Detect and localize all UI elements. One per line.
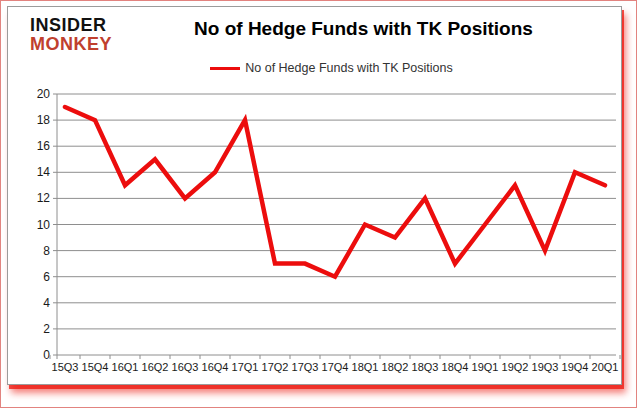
x-tick-label: 18Q1 — [352, 361, 379, 373]
x-tick-label: 16Q1 — [112, 361, 139, 373]
x-tick-label: 18Q3 — [412, 361, 439, 373]
y-tick-label: 2 — [43, 322, 50, 336]
x-tick-label: 19Q2 — [502, 361, 529, 373]
y-tick-label: 14 — [37, 165, 51, 179]
x-tick-label: 19Q4 — [562, 361, 589, 373]
x-tick-label: 20Q1 — [592, 361, 619, 373]
line-chart: 0 2 4 6 8 10 12 14 16 18 20 15Q315Q416Q116Q216Q316Q… — [8, 7, 623, 386]
y-tick-label: 10 — [37, 218, 51, 232]
y-tick-label: 0 — [43, 348, 50, 362]
y-tick-label: 12 — [37, 191, 51, 205]
x-tick-label: 17Q4 — [322, 361, 349, 373]
series-line — [65, 107, 605, 277]
y-tick-label: 6 — [43, 270, 50, 284]
x-tick-label: 17Q2 — [262, 361, 289, 373]
x-tick-label: 19Q1 — [472, 361, 499, 373]
y-tick-label: 16 — [37, 139, 51, 153]
y-tick-label: 18 — [37, 113, 51, 127]
y-tick-label: 4 — [43, 296, 50, 310]
x-tick-label: 16Q2 — [142, 361, 169, 373]
y-tick-label: 20 — [37, 87, 51, 101]
x-tick-label: 19Q3 — [532, 361, 559, 373]
chart-panel: INSIDER MONKEY No of Hedge Funds with TK… — [7, 6, 622, 385]
chart-widget: INSIDER MONKEY No of Hedge Funds with TK… — [0, 0, 637, 408]
x-tick-label: 17Q3 — [292, 361, 319, 373]
x-tick-label: 18Q4 — [442, 361, 469, 373]
x-tick-label: 16Q3 — [172, 361, 199, 373]
x-tick-label: 15Q4 — [82, 361, 109, 373]
x-tick-label: 17Q1 — [232, 361, 259, 373]
x-tick-label: 15Q3 — [52, 361, 79, 373]
x-tick-label: 18Q2 — [382, 361, 409, 373]
x-tick-label: 16Q4 — [202, 361, 229, 373]
y-tick-label: 8 — [43, 244, 50, 258]
